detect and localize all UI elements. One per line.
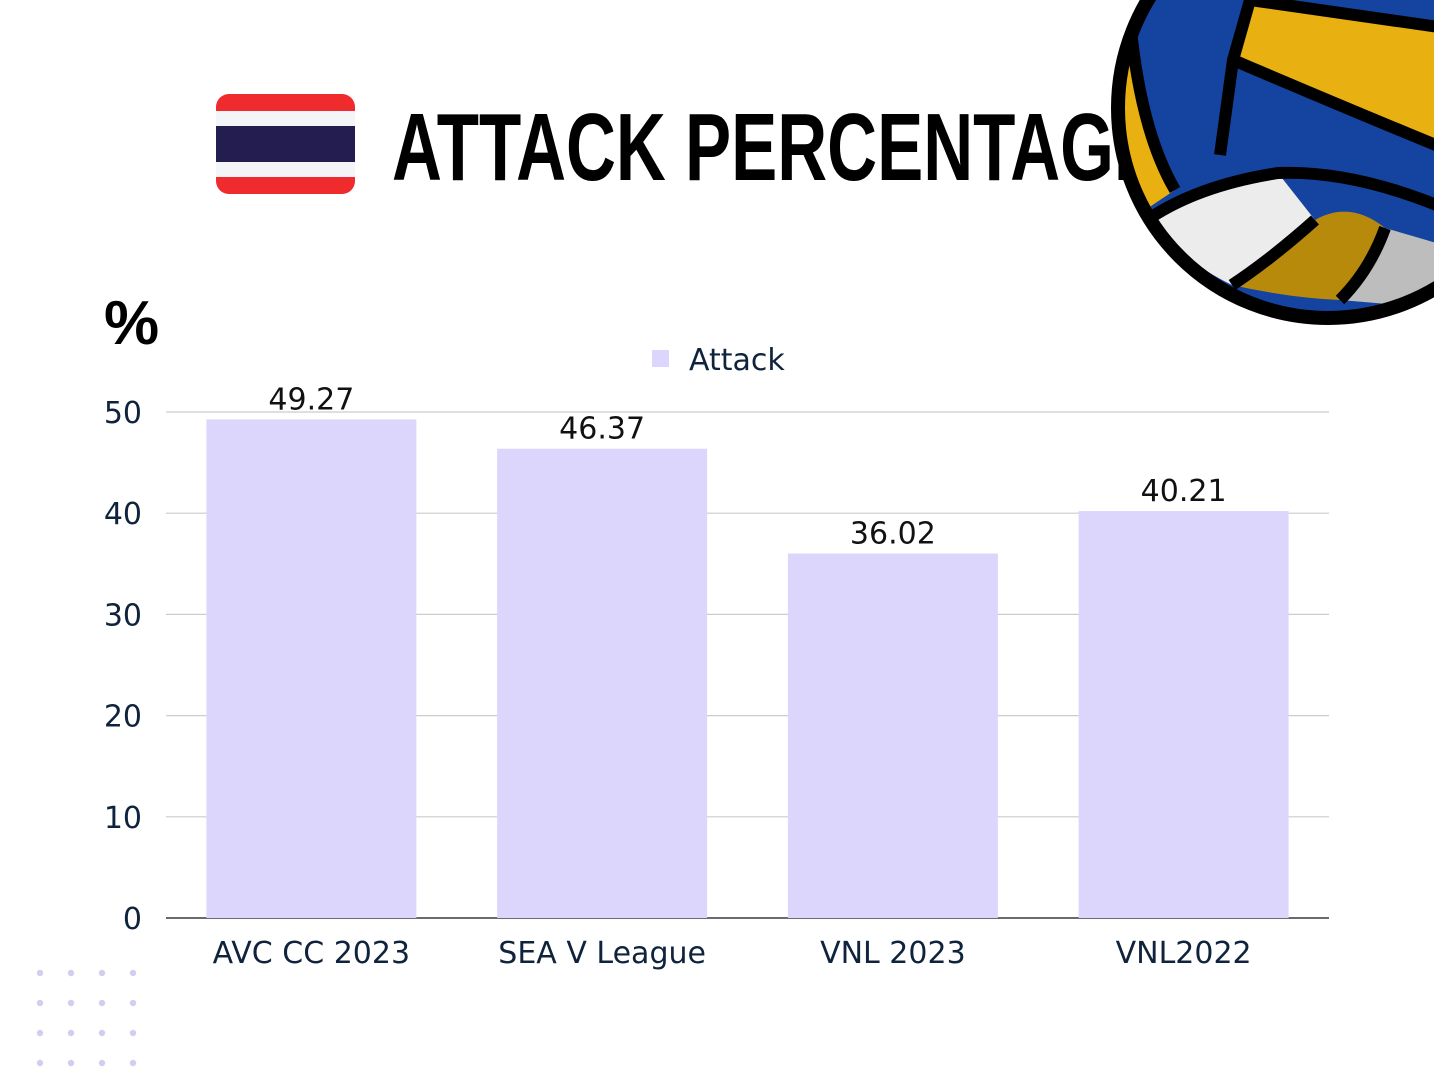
decor-dot <box>67 1059 75 1067</box>
bar-value-label: 36.02 <box>850 516 936 551</box>
decor-dot <box>36 1059 44 1067</box>
decor-dot <box>98 999 106 1007</box>
legend-swatch <box>652 350 669 367</box>
y-tick-label: 30 <box>104 598 142 633</box>
chart-bars <box>206 419 1289 918</box>
decor-dot <box>129 999 137 1007</box>
y-axis-ticks: 0 10 20 30 40 50 <box>104 396 142 937</box>
bar-value-labels: 49.27 46.37 36.02 40.21 <box>268 382 1226 551</box>
x-tick-label: VNL2022 <box>1116 936 1252 971</box>
decor-dot <box>129 1029 137 1037</box>
decor-dot <box>36 969 44 977</box>
decor-dot <box>67 1029 75 1037</box>
bar <box>1078 511 1289 918</box>
bar <box>497 448 708 918</box>
bar <box>787 553 998 918</box>
bar-value-label: 46.37 <box>559 412 645 447</box>
y-tick-label: 0 <box>123 902 142 937</box>
chart-legend: Attack <box>652 343 785 378</box>
volleyball-icon <box>1100 0 1434 340</box>
y-axis-unit-label: % <box>104 289 160 358</box>
decor-dot <box>67 969 75 977</box>
bar-value-label: 40.21 <box>1141 474 1227 509</box>
legend-label: Attack <box>689 343 785 378</box>
decor-dot <box>98 969 106 977</box>
x-axis-categories: AVC CC 2023 SEA V League VNL 2023 VNL2022 <box>213 936 1252 971</box>
y-tick-label: 20 <box>104 700 142 735</box>
x-tick-label: VNL 2023 <box>820 936 966 971</box>
decor-dot <box>129 969 137 977</box>
decor-dot <box>98 1029 106 1037</box>
decor-dot <box>36 1029 44 1037</box>
decor-dot <box>36 999 44 1007</box>
decor-dot <box>67 999 75 1007</box>
bar-value-label: 49.27 <box>268 382 354 417</box>
y-tick-label: 10 <box>104 801 142 836</box>
thailand-flag-icon <box>216 94 355 194</box>
decor-dot <box>98 1059 106 1067</box>
decor-dot <box>129 1059 137 1067</box>
x-tick-label: AVC CC 2023 <box>213 936 410 971</box>
page-title: ATTACK PERCENTAGE <box>392 94 1160 201</box>
bar <box>206 419 417 918</box>
y-tick-label: 50 <box>104 396 142 431</box>
x-tick-label: SEA V League <box>498 936 706 971</box>
y-tick-label: 40 <box>104 497 142 532</box>
decorative-dots <box>36 969 137 1067</box>
